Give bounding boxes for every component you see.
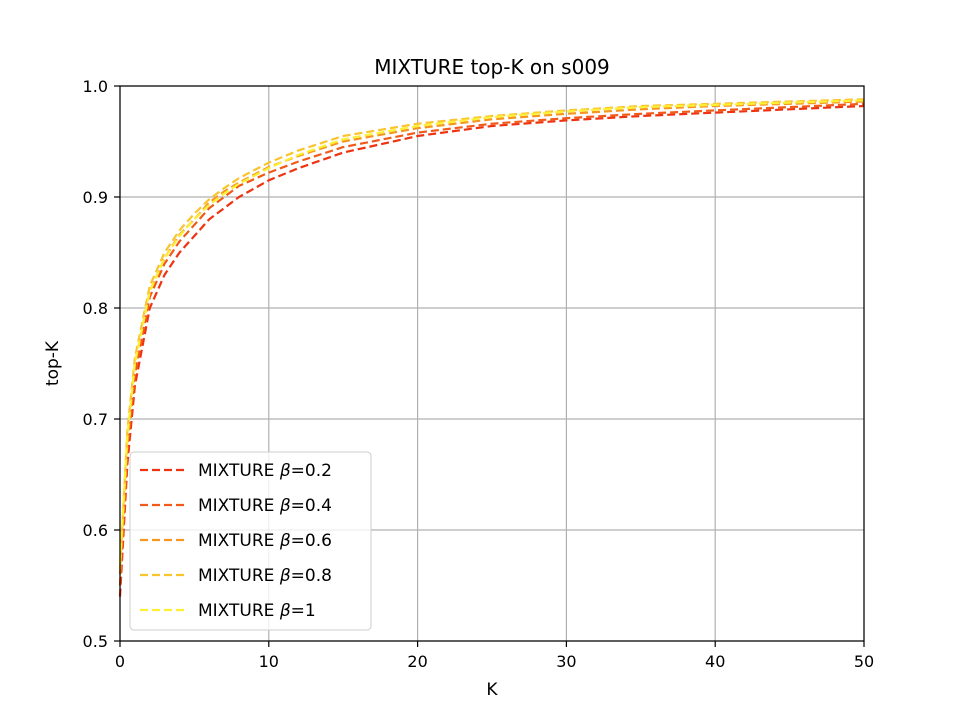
x-tick-label: 10 bbox=[259, 652, 279, 671]
x-tick-label: 20 bbox=[407, 652, 427, 671]
series-line-3 bbox=[118, 98, 865, 569]
y-tick-label: 0.6 bbox=[83, 521, 108, 540]
y-tick-label: 0.7 bbox=[83, 410, 108, 429]
series-line-1 bbox=[118, 102, 865, 586]
y-tick-label: 0.5 bbox=[83, 632, 108, 651]
plot-frame bbox=[119, 85, 865, 642]
x-tick-label: 0 bbox=[115, 652, 125, 671]
legend-entry: MIXTURE β=0.8 bbox=[198, 566, 332, 586]
legend-entry-suffix: =0.4 bbox=[291, 496, 332, 516]
y-tick-label: 0.9 bbox=[83, 188, 108, 207]
legend-entry: MIXTURE β=0.6 bbox=[198, 531, 332, 551]
legend-entry-symbol: β bbox=[279, 496, 291, 516]
legend-entry-prefix: MIXTURE bbox=[198, 461, 280, 481]
series-layer bbox=[118, 98, 865, 597]
x-tick-label: 40 bbox=[705, 652, 725, 671]
legend-entry-symbol: β bbox=[279, 601, 291, 621]
x-tick-label: 30 bbox=[556, 652, 576, 671]
legend-entry: MIXTURE β=1 bbox=[198, 601, 316, 621]
legend-entry-prefix: MIXTURE bbox=[198, 496, 280, 516]
x-axis-label: K bbox=[486, 680, 498, 700]
legend-entry-suffix: =0.2 bbox=[291, 461, 332, 481]
legend-entry-prefix: MIXTURE bbox=[198, 601, 280, 621]
legend-entry: MIXTURE β=0.2 bbox=[198, 461, 332, 481]
legend-entry-symbol: β bbox=[279, 461, 291, 481]
ticks: 0 10 20 30 40 50 0.5 0.6 0.7 0.8 0.9 1.0 bbox=[83, 77, 875, 671]
legend-entry-suffix: =1 bbox=[291, 601, 316, 621]
series-line-4 bbox=[118, 99, 865, 564]
legend-entry-suffix: =0.8 bbox=[291, 566, 332, 586]
legend-entry: MIXTURE β=0.4 bbox=[198, 496, 332, 516]
chart-title: MIXTURE top-K on s009 bbox=[374, 55, 610, 79]
legend-entry-prefix: MIXTURE bbox=[198, 531, 280, 551]
legend-entry-symbol: β bbox=[279, 566, 291, 586]
legend-box bbox=[129, 451, 372, 631]
legend-entry-symbol: β bbox=[279, 531, 291, 551]
y-tick-label: 0.8 bbox=[83, 299, 108, 318]
legend-entry-suffix: =0.6 bbox=[291, 531, 332, 551]
y-tick-label: 1.0 bbox=[83, 77, 108, 96]
legend-entry-prefix: MIXTURE bbox=[198, 566, 280, 586]
x-tick-label: 50 bbox=[854, 652, 874, 671]
y-axis-label: top-K bbox=[43, 340, 63, 386]
